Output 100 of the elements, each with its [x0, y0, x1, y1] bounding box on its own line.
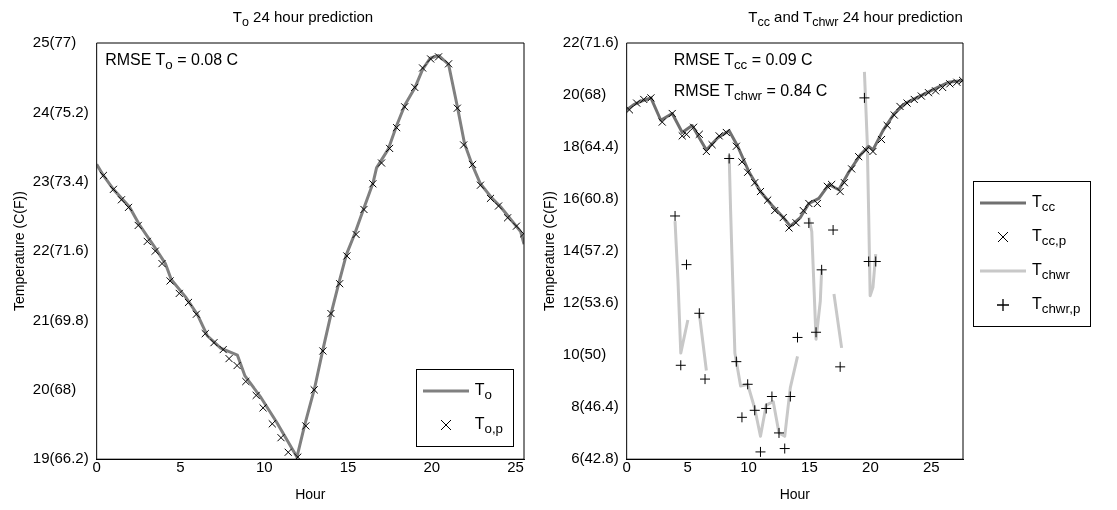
- legend-label: T$_{cc,p}$: [1032, 226, 1067, 248]
- point: [827, 224, 839, 236]
- y-tick-label: 6: [571, 449, 580, 467]
- point: [459, 140, 468, 150]
- y-tick-label: 20: [562, 85, 580, 103]
- legend-label: T$_{chwr}$: [1032, 260, 1070, 282]
- point: [681, 259, 692, 271]
- point: [675, 359, 687, 371]
- y-tick-label: 23: [32, 171, 50, 189]
- point: [834, 361, 846, 373]
- point: [418, 63, 427, 73]
- point: [157, 259, 167, 268]
- point: [742, 378, 754, 390]
- y-tick-label: 24: [32, 102, 50, 120]
- point: [293, 453, 302, 460]
- x-tick-label: 20: [423, 458, 441, 476]
- point: [219, 345, 228, 354]
- point: [945, 79, 954, 88]
- y-tick-label: 14: [562, 241, 580, 259]
- point: [301, 421, 310, 430]
- point: [486, 194, 495, 203]
- point: [766, 391, 778, 403]
- point: [813, 199, 822, 208]
- point: [117, 195, 126, 204]
- point: [792, 218, 801, 227]
- y-tick-label: 16: [562, 189, 580, 207]
- point: [166, 276, 175, 285]
- point: [763, 196, 772, 205]
- x-tick-label: 25: [922, 458, 940, 476]
- point: [784, 391, 796, 403]
- x-tick-label: 0: [92, 458, 101, 476]
- point: [377, 158, 386, 168]
- point: [385, 144, 394, 153]
- point: [883, 121, 892, 130]
- point: [715, 131, 724, 140]
- y-tick-label: 12: [562, 293, 580, 311]
- y-tick-label: 19: [32, 449, 50, 467]
- y-tick-label: 18: [562, 137, 580, 155]
- point: [400, 102, 409, 111]
- legend-label: T$_{o}$: [474, 380, 492, 402]
- point: [626, 105, 634, 114]
- point: [910, 95, 919, 104]
- point: [799, 206, 808, 215]
- point: [669, 210, 681, 222]
- point: [352, 230, 361, 239]
- point: [368, 179, 377, 188]
- point: [779, 213, 788, 222]
- point: [252, 391, 261, 400]
- point: [426, 54, 435, 63]
- point: [693, 307, 705, 319]
- point: [861, 145, 870, 154]
- point: [931, 86, 940, 95]
- x-tick-label: 10: [255, 458, 273, 476]
- point: [192, 310, 201, 319]
- legend-label: T$_{cc}$: [1032, 192, 1056, 214]
- point: [840, 178, 849, 187]
- x-tick-label: 20: [862, 458, 879, 476]
- point: [326, 309, 335, 318]
- y2-tick-label: (42.8): [579, 449, 619, 467]
- point: [151, 247, 160, 256]
- point: [784, 223, 794, 232]
- point: [276, 433, 286, 442]
- point: [736, 411, 748, 423]
- point: [503, 213, 512, 222]
- x-axis-title: Hour: [295, 486, 326, 503]
- point: [810, 326, 822, 338]
- y2-tick-label: (57.2): [579, 241, 619, 259]
- point: [241, 377, 250, 386]
- point: [99, 171, 108, 180]
- point: [658, 118, 667, 127]
- point: [804, 199, 813, 208]
- y2-tick-label: (75.2): [49, 102, 89, 120]
- point: [444, 59, 453, 68]
- point: [134, 221, 143, 230]
- y-tick-label: 25: [32, 33, 50, 51]
- annotation: RMSE T$_{o}$ = 0.08 C: [105, 50, 239, 75]
- point: [335, 279, 344, 288]
- y-tick-label: 20: [32, 379, 50, 397]
- point: [823, 182, 832, 191]
- point: [702, 147, 711, 156]
- y2-tick-label: (77): [49, 33, 77, 51]
- point: [749, 404, 761, 416]
- point: [827, 180, 836, 189]
- y2-tick-label: (71.6): [49, 241, 89, 259]
- chart-title: T$_{o}$ 24 hour prediction: [231, 8, 375, 30]
- point: [760, 402, 772, 414]
- legend-label: T$_{o,p}$: [474, 414, 503, 436]
- point: [773, 427, 785, 439]
- point: [877, 135, 886, 144]
- point: [453, 104, 462, 113]
- point: [476, 181, 485, 190]
- point: [770, 206, 779, 215]
- x-tick-label: 0: [622, 458, 631, 476]
- point: [854, 152, 863, 161]
- point: [708, 140, 717, 149]
- point: [952, 78, 961, 87]
- point: [730, 356, 742, 368]
- y-tick-label: 8: [571, 397, 580, 415]
- point: [209, 338, 219, 347]
- point: [468, 160, 477, 169]
